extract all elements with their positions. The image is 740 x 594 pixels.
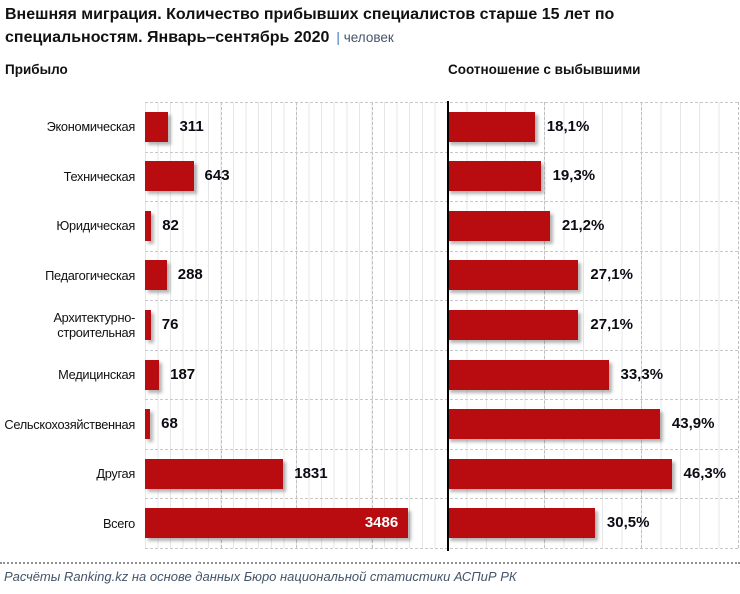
gridline-major-vertical (641, 102, 642, 548)
gridline-major-vertical (220, 102, 222, 548)
right-chart-axis-line (447, 101, 449, 551)
left-chart-header: Прибыло (5, 62, 68, 77)
right-bar-value-label: 33,3% (620, 365, 664, 383)
category-label: Медицинская (58, 367, 135, 383)
left-chart-bar (145, 409, 151, 440)
left-bar-value-label: 68 (161, 415, 178, 433)
left-bar-value-label: 643 (204, 167, 230, 185)
gridline-row-boundary (145, 399, 738, 401)
category-label: Педагогическая (45, 267, 135, 283)
left-chart-bar (145, 458, 284, 489)
gridline-major-vertical (296, 102, 297, 548)
category-label: Экономическая (46, 119, 136, 135)
gridline-row-boundary (145, 201, 738, 203)
right-bar-value-label: 46,3% (683, 464, 727, 482)
title-unit-separator: | (336, 30, 340, 45)
title-unit-word: человек (343, 30, 394, 45)
left-bar-value-label: 1831 (294, 464, 328, 482)
category-label: Юридическая (56, 218, 135, 234)
right-bar-value-label: 19,3% (552, 167, 596, 185)
right-chart-bar (447, 409, 660, 440)
right-bar-value-label: 27,1% (590, 266, 633, 284)
gridline-row-boundary (145, 102, 738, 103)
title-line-1: Внешняя миграция. Количество прибывших с… (5, 6, 615, 23)
chart-plot-area: Экономическая 311 18,1% Техническая 643 19,3%… (0, 101, 740, 551)
gridline-row-boundary (145, 498, 738, 500)
left-chart-bar (145, 161, 194, 192)
right-bar-value-label: 30,5% (606, 514, 650, 532)
page-title: Внешняя миграция. Количество прибывших с… (5, 3, 735, 49)
title-unit: | человек (336, 30, 393, 45)
category-label: Всего (102, 515, 135, 531)
right-chart-bar (447, 310, 579, 340)
left-bar-value-label: 187 (170, 365, 196, 383)
right-chart-bar (447, 508, 595, 539)
category-label: Техническая (63, 168, 136, 184)
left-bar-value-label: 76 (161, 316, 179, 333)
right-chart-bar (447, 161, 541, 192)
right-bar-value-label: 43,9% (671, 415, 715, 433)
gridline-row-boundary (145, 349, 738, 351)
left-chart-bar (145, 310, 151, 340)
category-label: Другая (96, 466, 135, 482)
category-label: Архитектурно- строительная (53, 309, 135, 340)
right-chart-bar (447, 210, 550, 241)
left-chart-bar (145, 260, 167, 291)
right-bar-value-label: 27,1% (590, 316, 633, 333)
left-chart-bar (145, 210, 152, 241)
title-line-2: специальностям. Январь–сентябрь 2020 (5, 29, 330, 46)
right-bar-value-label: 21,2% (561, 216, 605, 234)
right-chart-header: Соотношение с выбывшими (448, 62, 641, 77)
left-chart-bar (145, 508, 409, 539)
right-chart-bar (447, 260, 579, 291)
category-label: Сельскохозяйственная (4, 416, 135, 432)
gridline-major-vertical (371, 102, 373, 548)
gridline-row-boundary (145, 448, 738, 450)
left-bar-value-label: 3486 (364, 514, 399, 532)
gridline-major-vertical (738, 102, 739, 548)
left-chart-bar (145, 111, 169, 142)
right-bar-value-label: 18,1% (546, 117, 590, 135)
left-chart-bar (145, 359, 160, 390)
footer-source-note: Расчёты Ranking.kz на основе данных Бюро… (0, 562, 740, 584)
left-bar-value-label: 311 (179, 117, 204, 135)
right-chart-bar (447, 111, 535, 142)
left-bar-value-label: 288 (177, 266, 203, 284)
left-bar-value-label: 82 (162, 216, 179, 234)
gridline-row-boundary (145, 151, 738, 153)
right-chart-bar (447, 458, 672, 489)
gridline-row-boundary (145, 300, 738, 302)
gridline-row-boundary (145, 548, 738, 549)
right-chart-bar (447, 359, 609, 390)
gridline-row-boundary (145, 250, 738, 252)
